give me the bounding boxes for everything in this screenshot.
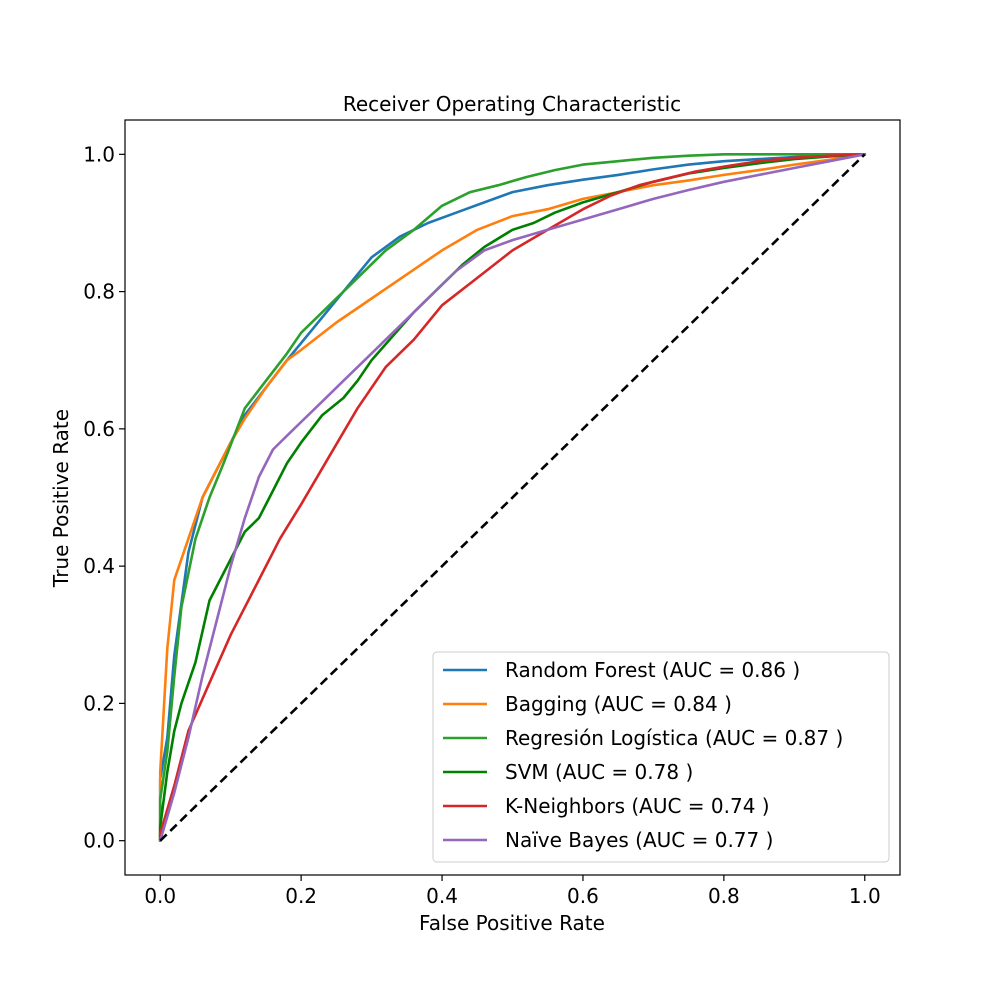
series-line-1 [158,153,867,843]
series-line-0 [158,153,867,843]
x-tick-label: 0.0 [144,884,176,908]
legend: Random Forest (AUC = 0.86 ) Bagging (AUC … [432,651,890,863]
legend-entry: Bagging (AUC = 0.84 ) [505,692,732,716]
y-tick-label: 0.2 [83,691,115,715]
y-tick-label: 0.4 [83,554,115,578]
x-axis-label: False Positive Rate [419,911,605,935]
y-tick-label: 0.8 [83,280,115,304]
x-tick-label: 1.0 [849,884,881,908]
y-tick-label: 0.0 [83,829,115,853]
x-tick-label: 0.6 [567,884,599,908]
x-tick-label: 0.4 [426,884,458,908]
legend-entry: Regresión Logística (AUC = 0.87 ) [505,726,843,750]
ticks-layer: 0.0 0.2 0.4 0.6 0.8 1.0 0.0 0.2 0.4 0.6 0.8 1.0 [83,142,880,908]
series-line-4 [158,153,867,843]
curves-layer [158,153,867,843]
plot-frame [124,119,901,876]
x-tick-label: 0.2 [285,884,317,908]
legend-entry: Naïve Bayes (AUC = 0.77 ) [505,828,773,852]
series-line-2 [158,153,867,843]
y-axis-label: True Positive Rate [49,409,73,588]
y-tick-label: 0.6 [83,417,115,441]
x-tick-label: 0.8 [708,884,740,908]
legend-entry: K-Neighbors (AUC = 0.74 ) [505,794,770,818]
reference-diagonal-line [159,153,866,842]
y-tick-label: 1.0 [83,142,115,166]
legend-entry: SVM (AUC = 0.78 ) [505,760,693,784]
legend-entry: Random Forest (AUC = 0.86 ) [505,658,800,682]
chart-title: Receiver Operating Characteristic [343,92,681,116]
legend-box [432,651,890,863]
series-line-5 [158,153,867,843]
